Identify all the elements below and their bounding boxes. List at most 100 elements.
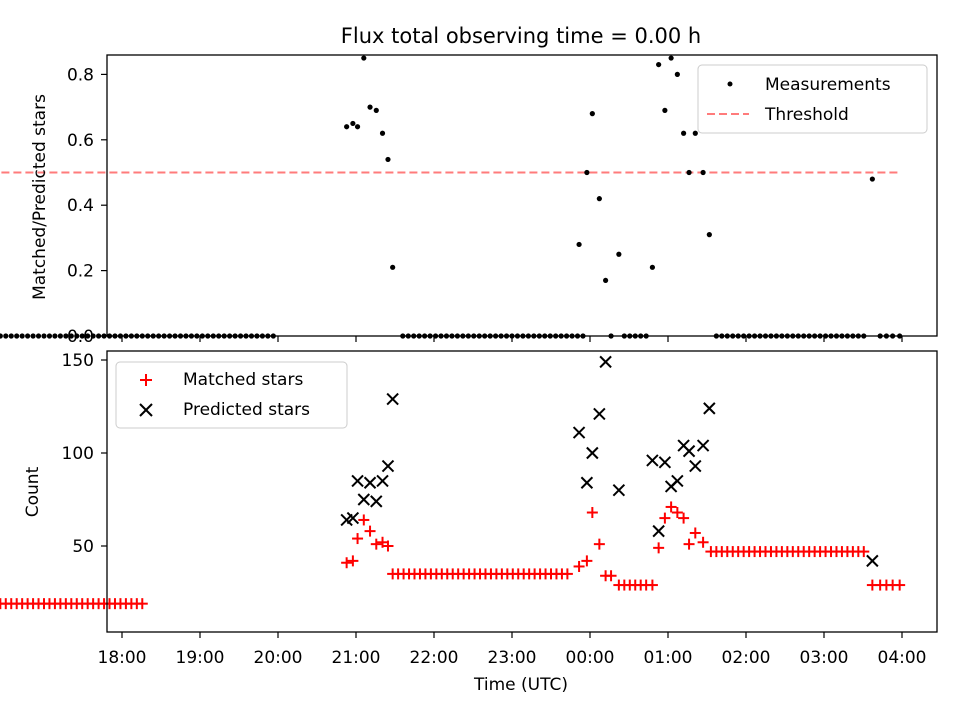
predicted-star-point [646, 454, 659, 467]
x-tick-label: 22:00 [410, 648, 459, 668]
x-tick-label: 20:00 [254, 648, 303, 668]
measurement-point [19, 333, 25, 339]
measurement-point [385, 156, 391, 163]
measurement-point [35, 333, 42, 339]
measurement-point [8, 333, 14, 339]
matched-star-point [894, 579, 906, 591]
predicted-star-point [381, 459, 395, 473]
measurement-point [869, 176, 875, 182]
matched-star-point [136, 598, 148, 610]
measurement-point [674, 71, 680, 77]
matched-star-point [605, 570, 617, 582]
predicted-star-point [386, 392, 399, 406]
x-axis-label: Time (UTC) [473, 675, 568, 695]
matched-star-point [858, 546, 870, 558]
matched-star-point [586, 507, 598, 519]
bottom-panel: 50 100 150 18:00 19:00 20:00 21:00 22:00 23:00 0… [0, 350, 938, 695]
predicted-star-point [376, 474, 389, 488]
matched-star-point [646, 579, 658, 591]
x-tick-label: 04:00 [878, 648, 927, 668]
measurement-point [390, 264, 396, 270]
predicted-star-point [586, 446, 599, 460]
bottom-x-axis-ticks: 18:00 19:00 20:00 21:00 22:00 23:00 00:00 01:00… [98, 632, 927, 668]
measurement-point [584, 169, 590, 176]
top-plot-frame [106, 54, 938, 337]
measurement-point [686, 169, 692, 176]
measurement-point [373, 107, 379, 113]
measurement-point [603, 277, 609, 284]
predicted-star-point [682, 444, 696, 458]
legend-predicted-marker [139, 403, 153, 417]
x-tick-label: 18:00 [98, 648, 147, 668]
matched-star-point [683, 538, 695, 550]
bottom-y-axis-ticks: 50 100 150 [62, 351, 107, 557]
measurement-point [656, 61, 662, 68]
top-legend-box [697, 64, 928, 134]
measurement-point [0, 333, 3, 339]
x-tick-label: 21:00 [332, 648, 381, 668]
legend-threshold-label: Threshold [764, 105, 849, 125]
measurement-point [344, 124, 350, 130]
bottom-plot-frame [106, 350, 938, 633]
bottom-y-tick-label: 50 [72, 537, 94, 557]
matched-star-point [561, 568, 573, 580]
measurement-point [367, 104, 373, 110]
matched-star-point [573, 560, 585, 572]
top-y-tick-label: 0.4 [67, 196, 94, 216]
predicted-star-point [599, 355, 612, 369]
matched-star-point [364, 525, 376, 537]
measurement-point [649, 264, 656, 270]
measurement-point [354, 124, 361, 130]
top-y-tick-label: 0.6 [67, 131, 94, 151]
matched-star-point [341, 557, 353, 569]
measurement-point [52, 333, 58, 339]
measurement-point [68, 333, 74, 339]
measurement-point [57, 333, 63, 339]
measurement-point [63, 333, 69, 339]
measurement-point [90, 333, 96, 339]
legend-measurements-label: Measurements [765, 75, 891, 95]
matched-star-point [697, 536, 709, 548]
predicted-star-point [363, 476, 377, 489]
predicted-star-point [346, 511, 360, 525]
matched-star-point [358, 514, 370, 526]
top-y-axis-label: Matched/Predicted stars [30, 94, 50, 300]
top-panel: Flux total observing time = 0.00 h 0.0 0.… [0, 24, 938, 347]
top-x-axis-ticks [121, 336, 903, 342]
measurement-point [700, 169, 706, 176]
top-legend: Measurements Threshold [697, 64, 928, 134]
matched-star-point [370, 538, 382, 550]
measurement-point [74, 333, 80, 339]
matched-star-point [671, 507, 683, 519]
matched-star-point [347, 555, 359, 567]
matched-star-point [678, 512, 690, 524]
measurement-point [662, 107, 668, 113]
measurement-point [576, 241, 582, 248]
measurement-point [85, 333, 91, 339]
matched-star-point [382, 540, 394, 552]
top-y-tick-label: 0.0 [67, 327, 94, 347]
bottom-legend: Matched stars Predicted stars [115, 361, 348, 429]
x-tick-label: 01:00 [644, 648, 693, 668]
x-tick-label: 02:00 [722, 648, 771, 668]
measurement-point [379, 130, 386, 136]
matched-star-point [581, 555, 593, 567]
x-tick-label: 23:00 [488, 648, 537, 668]
predicted-star-point [689, 459, 702, 473]
measurement-point [706, 232, 712, 238]
measurement-point [596, 196, 602, 202]
measurement-point [616, 251, 622, 257]
predicted-star-point [593, 407, 606, 421]
predicted-star-point [866, 554, 879, 568]
top-y-axis-ticks: 0.0 0.2 0.4 0.6 0.8 [67, 65, 107, 347]
predicted-star-point [580, 476, 594, 489]
matched-star-point [593, 538, 605, 550]
top-chart-title: Flux total observing time = 0.00 h [341, 24, 701, 48]
predicted-star-point [572, 426, 586, 439]
measurement-point [3, 333, 9, 339]
predicted-star-point [652, 524, 665, 538]
predicted-star-point [370, 495, 383, 508]
measurement-point [681, 130, 687, 136]
matched-star-point [659, 512, 671, 524]
